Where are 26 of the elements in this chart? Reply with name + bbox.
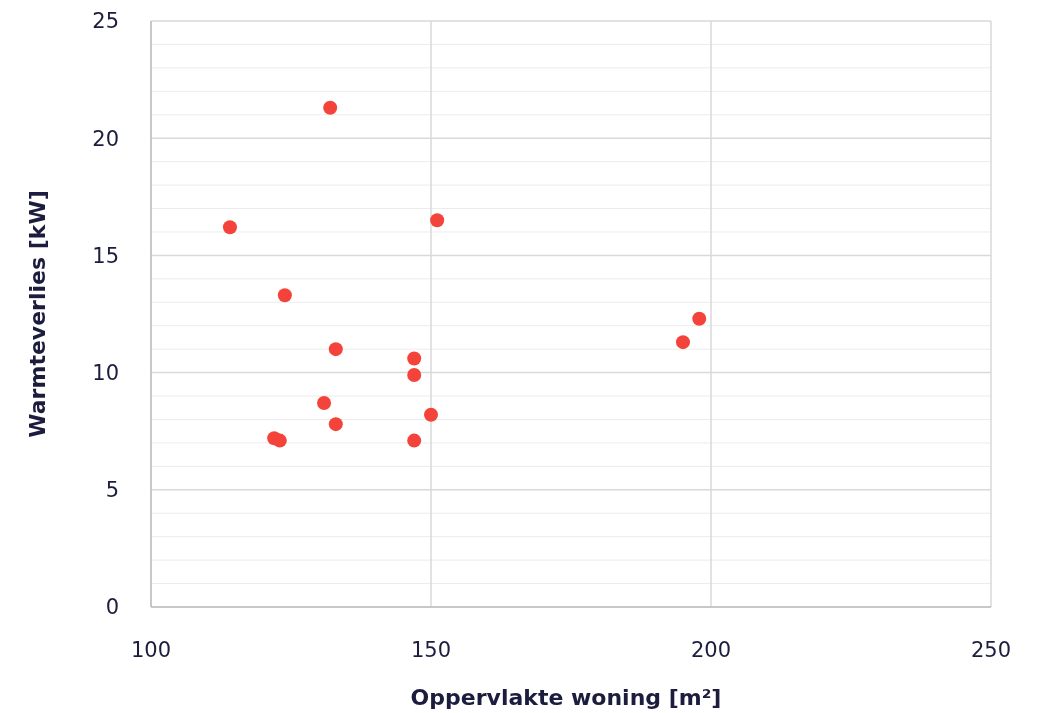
- point: [430, 213, 445, 228]
- x-tick-label: 200: [690, 638, 732, 662]
- x-tick-label: 250: [970, 638, 1012, 662]
- point: [407, 367, 422, 382]
- point: [317, 396, 332, 411]
- y-tick-label: 15: [92, 243, 119, 268]
- point: [424, 407, 438, 422]
- point: [328, 342, 343, 357]
- point: [328, 417, 343, 432]
- y-tick-label: 20: [92, 126, 119, 151]
- point: [323, 100, 338, 115]
- point: [277, 288, 292, 303]
- y-tick-label: 5: [105, 478, 119, 503]
- point: [407, 433, 422, 448]
- point: [272, 433, 287, 448]
- point: [676, 335, 690, 350]
- point: [407, 351, 422, 366]
- y-axis-title: Warmteverlies [kW]: [25, 190, 50, 438]
- point: [692, 311, 707, 326]
- x-tick-label: 150: [410, 638, 452, 662]
- y-tick-label: 10: [92, 360, 119, 385]
- y-tick-label: 0: [105, 595, 119, 620]
- x-tick-label: 100: [130, 638, 172, 662]
- point: [222, 220, 237, 235]
- x-axis-title: Oppervlakte woning [m²]: [410, 685, 722, 710]
- y-tick-label: 25: [92, 9, 119, 34]
